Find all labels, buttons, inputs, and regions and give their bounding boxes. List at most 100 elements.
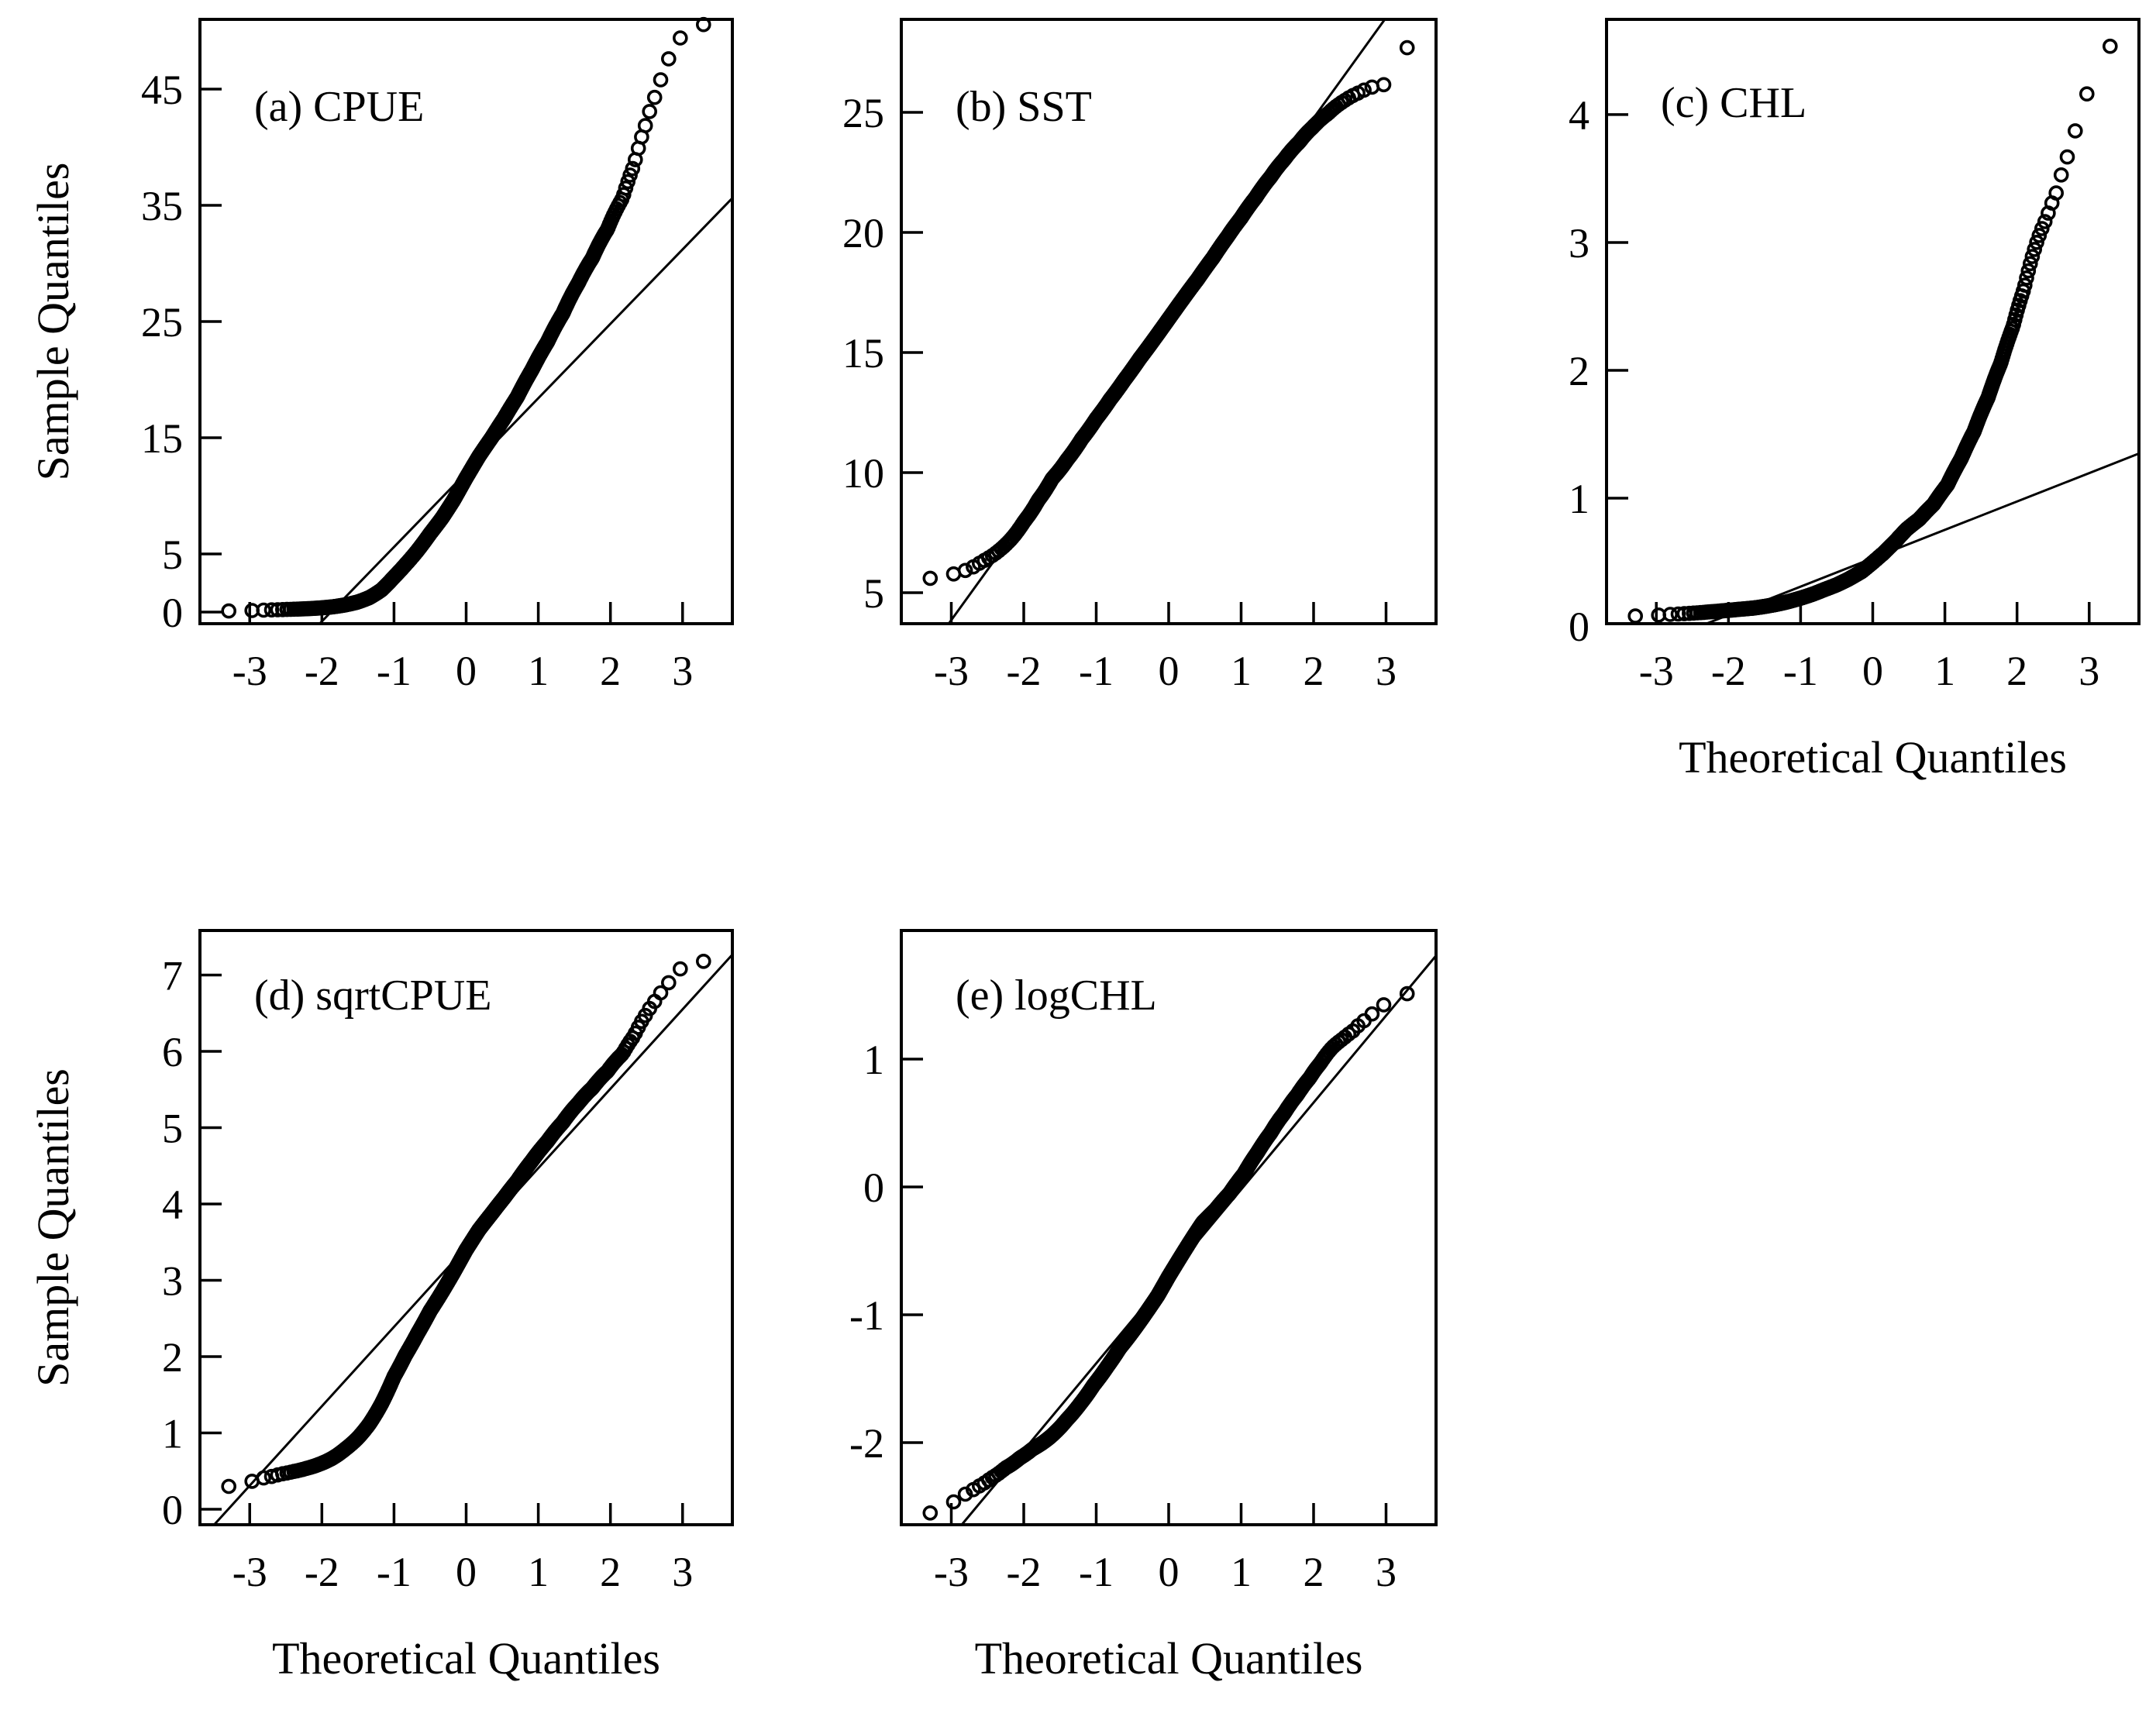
panel-b-title: (b) SST xyxy=(956,83,1092,131)
x-tick-label: 1 xyxy=(1231,648,1252,694)
x-tick-label: 2 xyxy=(1303,1549,1324,1595)
panel-c-x-axis-title: Theoretical Quantiles xyxy=(1679,732,2067,783)
y-tick-label: 1 xyxy=(162,1411,183,1457)
panel-b-x-axis: -3 -2 -1 0 1 2 3 xyxy=(934,602,1397,694)
x-tick-label: -1 xyxy=(377,648,412,694)
qq-point xyxy=(2059,149,2075,165)
qq-point xyxy=(221,1478,237,1495)
x-tick-label: -1 xyxy=(377,1549,412,1595)
x-tick-label: 0 xyxy=(456,648,477,694)
qq-point xyxy=(615,187,632,202)
panel-d-y-axis-title: Sample Quantiles xyxy=(28,1068,78,1387)
qq-point xyxy=(2103,38,2118,54)
x-tick-label: -3 xyxy=(934,648,969,694)
qq-point xyxy=(256,602,272,618)
y-tick-label: 0 xyxy=(1569,604,1589,650)
x-tick-label: 1 xyxy=(1231,1549,1252,1595)
qq-point xyxy=(672,961,688,977)
qq-point xyxy=(2053,167,2069,183)
x-tick-label: 2 xyxy=(600,648,621,694)
qq-point xyxy=(672,30,688,46)
x-tick-label: -3 xyxy=(1639,648,1674,694)
x-tick-label: 0 xyxy=(1862,648,1883,694)
qq-point xyxy=(2020,263,2037,279)
y-tick-label: 25 xyxy=(141,299,183,346)
qq-point xyxy=(1376,77,1392,93)
x-tick-label: -2 xyxy=(1007,1549,1042,1595)
qq-point xyxy=(2019,270,2034,286)
qq-point xyxy=(2079,86,2095,101)
y-tick-label: 4 xyxy=(162,1182,183,1228)
x-tick-label: 2 xyxy=(1303,648,1324,694)
panel-e-x-axis-title: Theoretical Quantiles xyxy=(975,1633,1363,1684)
panel-a-y-axis-title: Sample Quantiles xyxy=(28,163,78,481)
x-tick-label: -2 xyxy=(305,1549,339,1595)
qq-point xyxy=(922,1505,939,1521)
qq-point xyxy=(1356,82,1372,98)
x-tick-label: 3 xyxy=(2079,648,2099,694)
x-tick-label: -3 xyxy=(232,648,267,694)
qq-point xyxy=(957,562,973,579)
y-tick-label: -1 xyxy=(849,1292,884,1339)
y-tick-label: 1 xyxy=(1569,476,1589,522)
x-tick-label: 0 xyxy=(1159,648,1180,694)
x-tick-label: 3 xyxy=(672,648,693,694)
x-tick-label: -2 xyxy=(1711,648,1746,694)
qq-point xyxy=(2023,256,2038,272)
qq-point xyxy=(695,954,711,969)
x-tick-label: 1 xyxy=(528,648,549,694)
panel-a-points xyxy=(221,16,711,619)
x-tick-label: 1 xyxy=(528,1549,549,1595)
x-tick-label: 3 xyxy=(1376,1549,1397,1595)
qq-point xyxy=(2024,249,2041,264)
y-tick-label: 2 xyxy=(162,1334,183,1381)
qq-point xyxy=(620,174,636,190)
x-tick-label: -1 xyxy=(1079,648,1114,694)
y-tick-label: 3 xyxy=(162,1258,183,1305)
x-tick-label: -3 xyxy=(934,1549,969,1595)
panel-c-reference-line xyxy=(1706,452,2140,625)
x-tick-label: 2 xyxy=(600,1549,621,1595)
panel-d-x-axis: -3 -2 -1 0 1 2 3 xyxy=(232,1503,693,1595)
y-tick-label: 1 xyxy=(863,1037,884,1083)
qq-point xyxy=(653,72,669,88)
y-tick-label: 20 xyxy=(842,210,884,256)
qq-point xyxy=(221,603,237,619)
panel-a-reference-line xyxy=(319,197,734,625)
qq-point xyxy=(653,985,669,1001)
qq-point xyxy=(2068,123,2083,139)
qq-point xyxy=(646,89,663,105)
qq-point xyxy=(618,181,634,196)
y-tick-label: 10 xyxy=(842,450,884,497)
x-tick-label: -2 xyxy=(1007,648,1042,694)
panel-e-x-axis: -3 -2 -1 0 1 2 3 xyxy=(934,1503,1397,1595)
panel-e-title: (e) logCHL xyxy=(956,972,1157,1020)
panel-c-points xyxy=(1627,38,2118,624)
qq-point xyxy=(256,1470,272,1486)
y-tick-label: 5 xyxy=(162,1106,183,1152)
panel-a-x-axis: -3 -2 -1 0 1 2 3 xyxy=(232,602,693,694)
qq-point xyxy=(2037,214,2053,229)
qq-point xyxy=(2034,221,2050,236)
x-tick-label: 2 xyxy=(2006,648,2027,694)
panel-d-title: (d) sqrtCPUE xyxy=(254,972,491,1020)
x-tick-label: 1 xyxy=(1934,648,1955,694)
x-tick-label: 3 xyxy=(672,1549,693,1595)
panel-e-y-axis: -2-101 xyxy=(849,1037,923,1467)
panel-e-points xyxy=(922,985,1415,1521)
qq-point xyxy=(695,16,711,33)
y-tick-label: 15 xyxy=(141,415,183,462)
panel-b-points xyxy=(922,40,1415,586)
x-tick-label: -1 xyxy=(1783,648,1818,694)
qq-point xyxy=(642,104,658,119)
panel-d-points xyxy=(221,954,711,1495)
